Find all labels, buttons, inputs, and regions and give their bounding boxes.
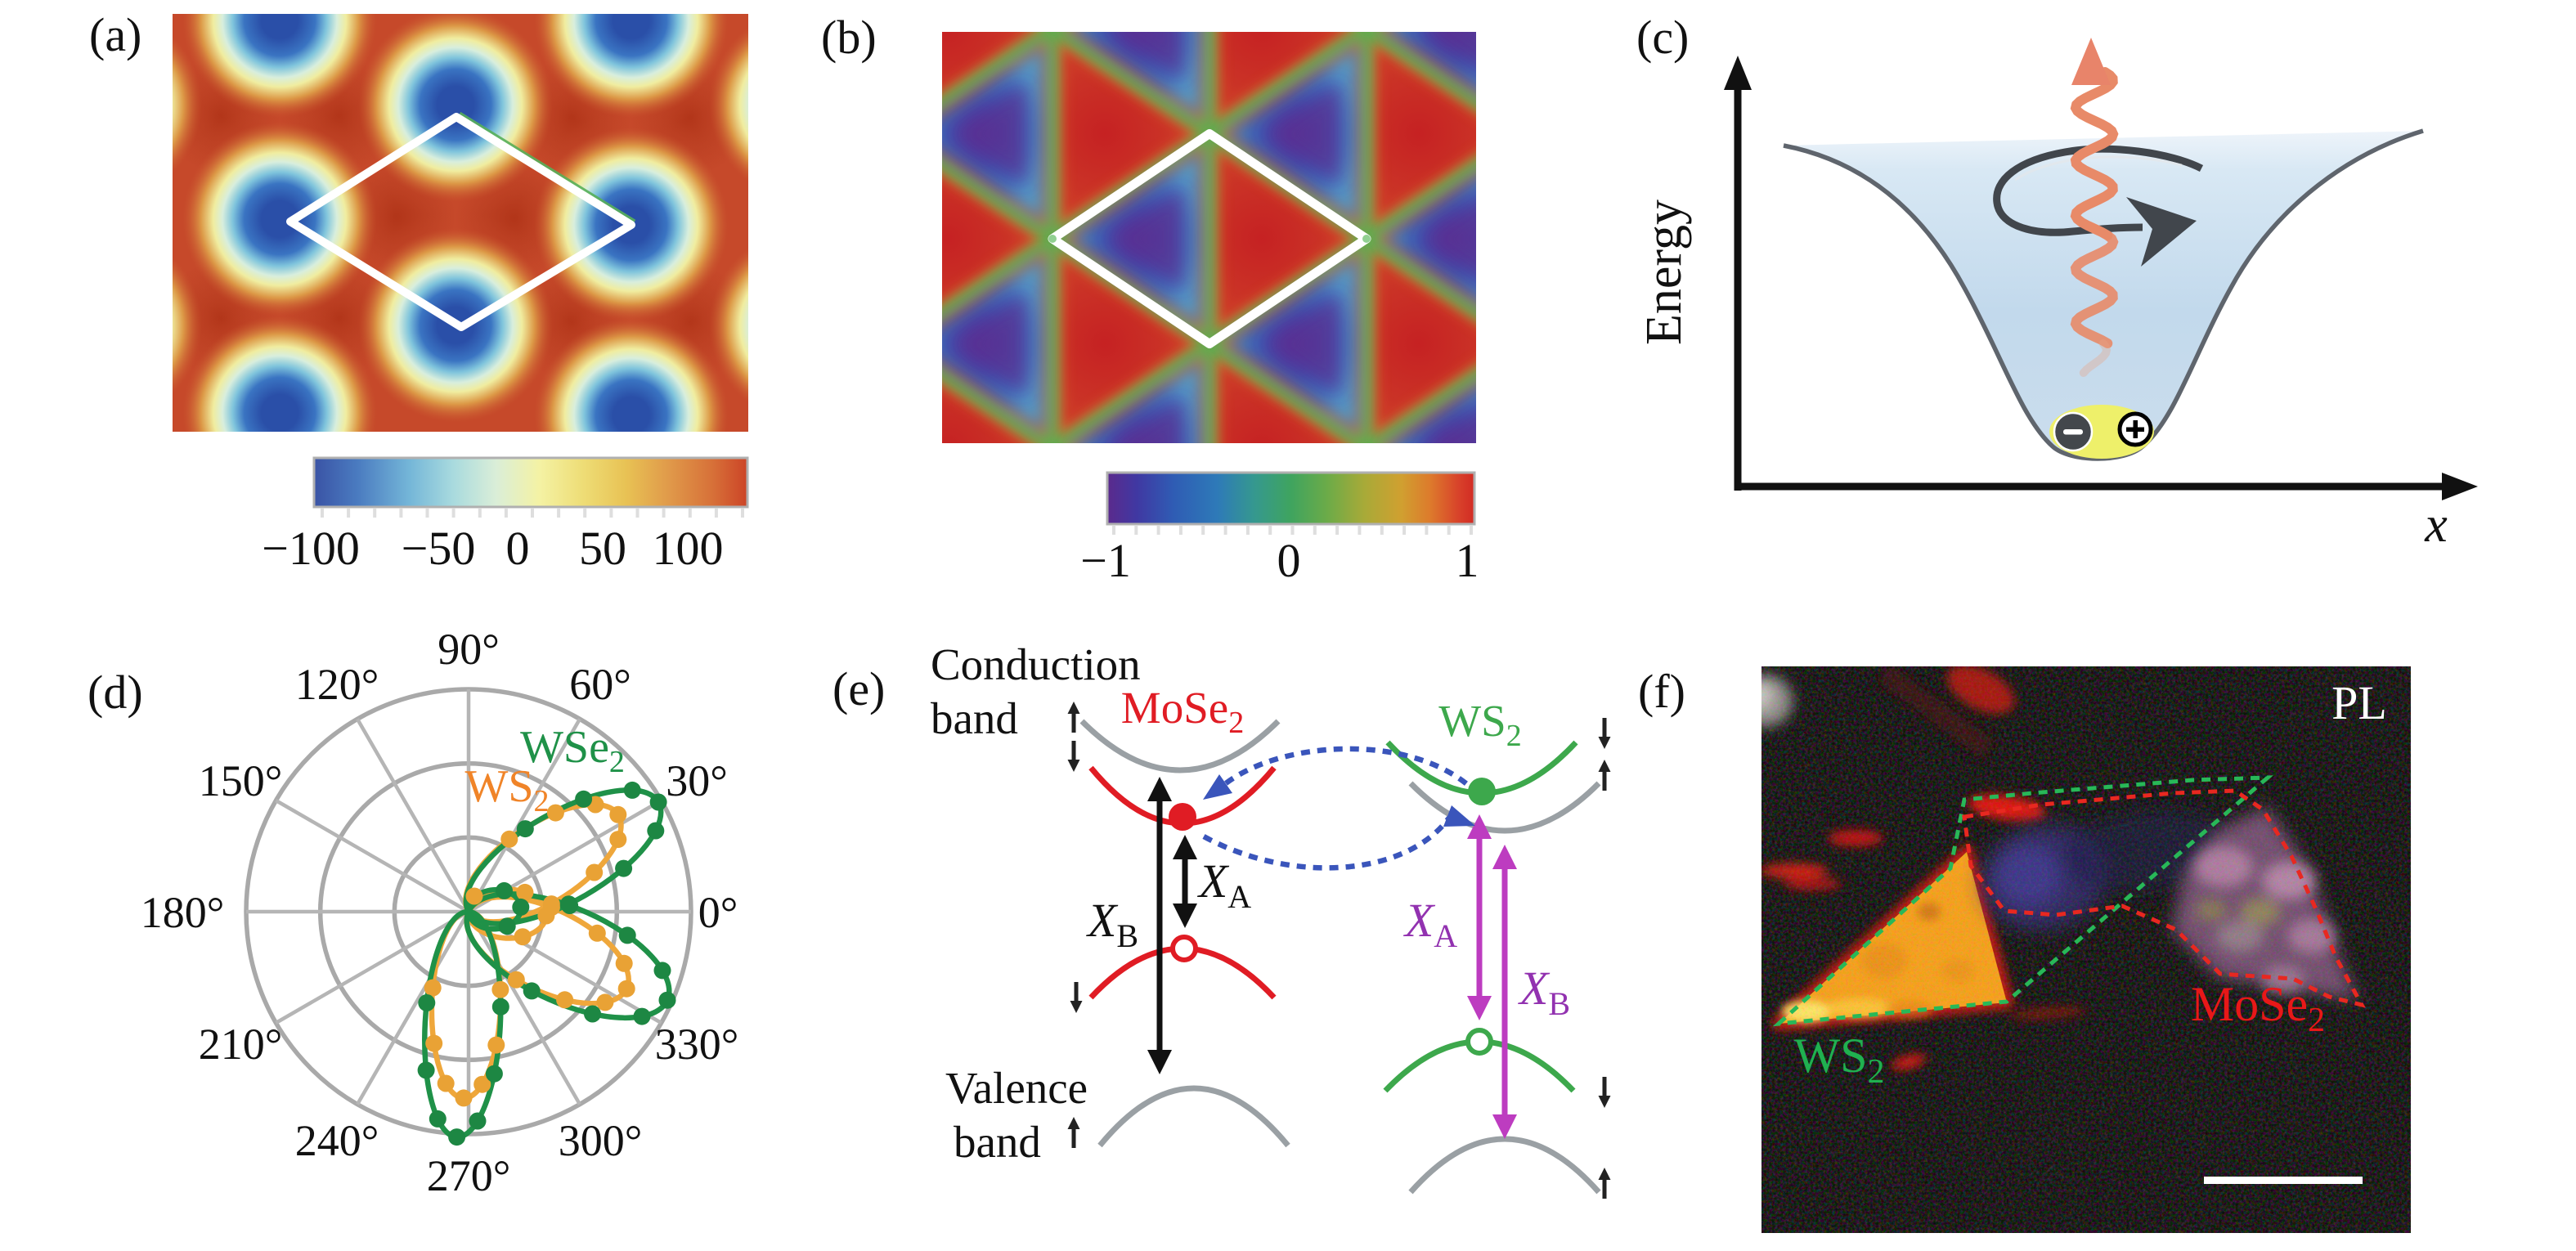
svg-text:Energy: Energy [1636, 200, 1692, 345]
svg-text:−100: −100 [262, 522, 360, 575]
svg-text:x: x [2424, 497, 2448, 553]
svg-text:PL: PL [2331, 676, 2387, 729]
svg-text:90°: 90° [438, 625, 500, 674]
svg-text:50: 50 [579, 522, 626, 575]
svg-text:0: 0 [506, 522, 530, 575]
svg-text:Conduction: Conduction [931, 639, 1141, 689]
svg-text:MoSe2: MoSe2 [2191, 977, 2325, 1039]
svg-text:band: band [954, 1117, 1041, 1167]
svg-text:(e): (e) [832, 662, 885, 715]
svg-text:150°: 150° [199, 756, 283, 805]
svg-text:330°: 330° [655, 1020, 739, 1069]
svg-text:WSe2: WSe2 [520, 722, 625, 779]
svg-text:1: 1 [1456, 534, 1479, 587]
svg-text:120°: 120° [295, 660, 379, 709]
svg-text:100: 100 [653, 522, 724, 575]
svg-text:−1: −1 [1080, 534, 1131, 587]
svg-text:(a): (a) [89, 8, 141, 61]
svg-text:(c): (c) [1636, 11, 1689, 64]
svg-text:(f): (f) [1638, 665, 1685, 718]
svg-text:300°: 300° [559, 1116, 643, 1165]
svg-text:240°: 240° [295, 1116, 379, 1165]
svg-text:Valence: Valence [945, 1063, 1088, 1113]
svg-text:180°: 180° [141, 888, 225, 937]
svg-text:MoSe2: MoSe2 [1121, 683, 1244, 740]
svg-text:(d): (d) [88, 666, 143, 719]
svg-text:0°: 0° [698, 888, 738, 937]
svg-text:270°: 270° [427, 1151, 511, 1200]
svg-text:60°: 60° [569, 660, 631, 709]
svg-text:−50: −50 [402, 522, 476, 575]
svg-text:210°: 210° [199, 1020, 283, 1069]
svg-text:(b): (b) [821, 11, 877, 64]
svg-text:30°: 30° [666, 756, 728, 805]
svg-text:band: band [931, 693, 1018, 743]
svg-text:0: 0 [1277, 534, 1301, 587]
